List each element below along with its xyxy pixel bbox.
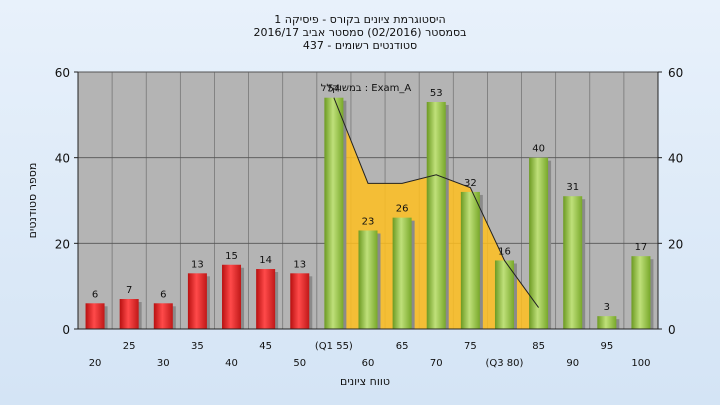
bar-55 [324, 97, 344, 329]
chart-subtitle-semester: בסמסטר (02/2016) סמסטר אביב 2016/17 [253, 26, 467, 39]
data-label-80: 16 [498, 246, 511, 257]
bar-60 [358, 230, 378, 329]
y-axis-label: מספר סטודנטים [26, 163, 39, 239]
bar-90 [563, 196, 583, 329]
bars [85, 97, 654, 329]
x-tick-label: 100 [631, 358, 650, 369]
x-tick-label: 50 [293, 358, 306, 369]
bar-85 [529, 157, 549, 329]
y-tick-left: 20 [55, 237, 70, 251]
data-label-25: 7 [126, 285, 132, 296]
distribution-curve-line [333, 97, 539, 308]
x-tick-label: 70 [430, 358, 443, 369]
data-label-30: 6 [160, 289, 166, 300]
y-tick-left: 60 [55, 66, 70, 80]
chart-annotation: במשוקלל : Exam_A [321, 83, 412, 94]
x-tick-label: 45 [259, 341, 272, 352]
y-tick-right: 20 [668, 237, 683, 251]
y-tick-left: 40 [55, 152, 70, 166]
x-tick-label: 35 [191, 341, 204, 352]
data-label-85: 40 [532, 144, 545, 155]
x-tick-label: 85 [532, 341, 545, 352]
x-tick-label: (Q1 55) [315, 341, 353, 352]
y-tick-right: 60 [668, 66, 683, 80]
x-tick-label: 65 [396, 341, 409, 352]
x-axis-label: טווח ציונים [340, 375, 390, 388]
bar-70 [426, 101, 446, 329]
data-label-90: 31 [566, 182, 579, 193]
bar-100 [631, 256, 651, 329]
data-label-70: 53 [430, 88, 443, 99]
data-label-40: 15 [225, 251, 238, 262]
bar-80 [494, 260, 514, 329]
x-tick-label: (Q3 80) [485, 358, 523, 369]
x-tick-label: 20 [89, 358, 102, 369]
data-label-45: 14 [259, 255, 272, 266]
bar-50 [290, 273, 310, 329]
data-label-55: 54 [328, 84, 341, 95]
data-label-75: 32 [464, 178, 477, 189]
data-label-95: 3 [604, 302, 610, 313]
y-tick-right: 0 [668, 323, 676, 337]
bar-20 [85, 303, 105, 329]
bar-30 [153, 303, 173, 329]
bar-25 [119, 299, 139, 329]
data-label-100: 17 [635, 242, 648, 253]
bar-35 [187, 273, 207, 329]
x-tick-label: 25 [123, 341, 136, 352]
x-tick-label: 75 [464, 341, 477, 352]
data-labels: 6 7 6 13 15 14 13 54 23 26 53 32 16 40 31 3 17 [92, 84, 647, 313]
data-label-50: 13 [293, 259, 306, 270]
bar-95 [597, 316, 617, 329]
y-tick-left: 0 [62, 323, 70, 337]
data-label-65: 26 [396, 204, 409, 215]
bar-40 [222, 264, 242, 329]
x-tick-label: 90 [566, 358, 579, 369]
bar-45 [256, 269, 276, 329]
data-label-20: 6 [92, 289, 98, 300]
x-axis: 20 25 30 35 40 45 50 (Q1 55) 60 65 70 75 (Q3 80) 85 90… [78, 328, 658, 369]
data-label-60: 23 [362, 216, 375, 227]
y-tick-right: 40 [668, 152, 683, 166]
y-axis-right: 0 20 40 60 [657, 66, 683, 337]
chart-subtitle-enrolled: סטודנטים רשומים - 437 [302, 39, 418, 52]
chart-title: היסטוגרמת ציונים בקורס - פיסיקה 1 [274, 13, 446, 26]
bar-65 [392, 217, 412, 329]
x-tick-label: 40 [225, 358, 238, 369]
y-axis-left: 0 20 40 60 [55, 66, 79, 337]
x-tick-label: 30 [157, 358, 170, 369]
data-label-35: 13 [191, 259, 204, 270]
x-tick-label: 95 [600, 341, 613, 352]
bar-75 [460, 191, 480, 329]
x-tick-label: 60 [362, 358, 375, 369]
